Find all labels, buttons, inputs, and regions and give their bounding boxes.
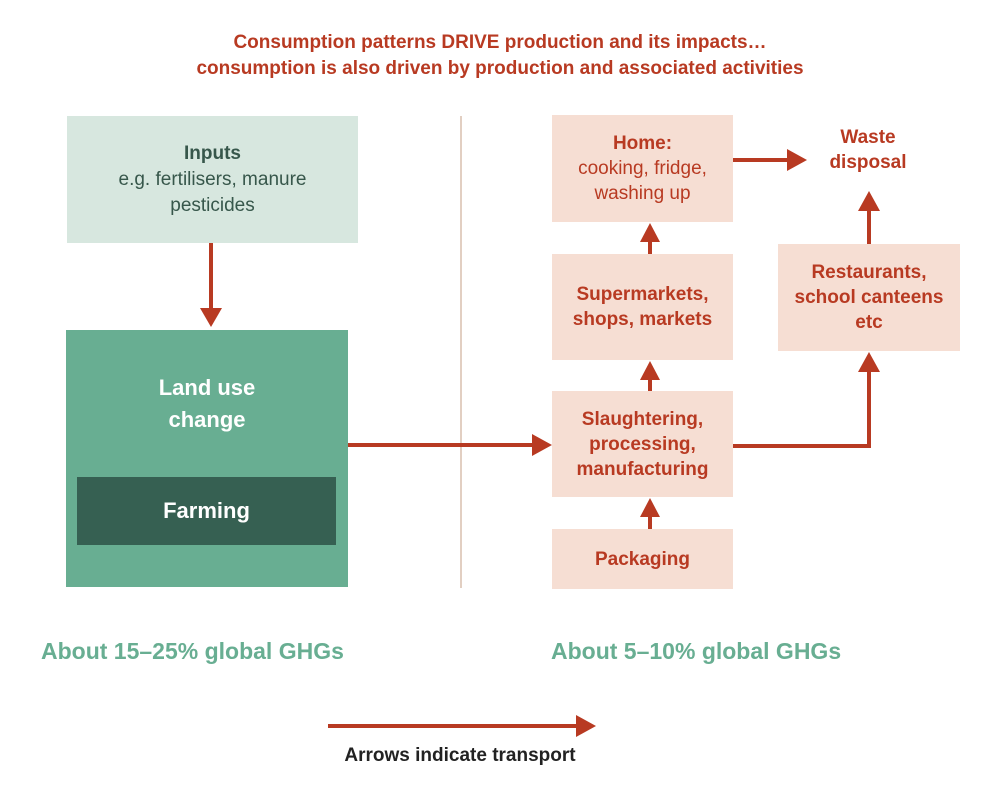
home-line-1: cooking, fridge,: [578, 158, 707, 179]
slaughtering-to-restaurants-arrow: [733, 369, 871, 448]
slaughtering-line-3: manufacturing: [576, 458, 709, 480]
supermarkets-line-2: shops, markets: [572, 309, 713, 330]
arrowhead-land-slaughtering: [532, 434, 552, 456]
farming-label: Farming: [163, 498, 250, 523]
arrowhead-home-waste: [787, 149, 807, 171]
arrowhead-supermarkets-home: [640, 223, 660, 242]
arrowhead-packaging-slaughtering: [640, 498, 660, 517]
supermarkets-box: Supermarkets, shops, markets: [552, 254, 733, 360]
waste-line-2: disposal: [829, 152, 907, 173]
farming-ghg-share: About 15–25% global GHGs: [41, 638, 344, 664]
restaurants-line-1: Restaurants,: [811, 262, 927, 283]
land-use-line-2: change: [168, 407, 246, 432]
arrowhead-slaughtering-supermarkets: [640, 361, 660, 380]
arrowhead-restaurants-waste: [858, 191, 880, 211]
title-line-2: consumption is also driven by production…: [196, 58, 804, 79]
slaughtering-line-1: Slaughtering,: [581, 408, 704, 430]
waste-line-1: Waste: [840, 127, 896, 148]
land-use-label: Land use change: [66, 372, 348, 436]
arrowhead-legend: [576, 715, 596, 737]
restaurants-box: Restaurants, school canteens etc: [778, 244, 960, 351]
supermarkets-line-1: Supermarkets,: [576, 284, 709, 305]
slaughtering-line-2: processing,: [589, 433, 696, 455]
section-divider: [460, 116, 462, 588]
inputs-heading: Inputs: [184, 142, 241, 164]
inputs-line-2: pesticides: [170, 194, 255, 216]
land-use-line-1: Land use: [158, 375, 256, 400]
legend-label: Arrows indicate transport: [344, 745, 576, 766]
waste-disposal-label: Waste disposal: [788, 125, 948, 175]
home-box: Home: cooking, fridge, washing up: [552, 115, 733, 222]
home-line-2: washing up: [594, 183, 691, 204]
farming-box: Farming: [77, 477, 336, 545]
restaurants-line-3: etc: [855, 312, 883, 333]
inputs-line-1: e.g. fertilisers, manure: [118, 168, 307, 190]
inputs-box: Inputs e.g. fertilisers, manure pesticid…: [67, 116, 358, 243]
home-heading: Home:: [612, 133, 673, 154]
packaging-label: Packaging: [594, 548, 691, 570]
arrowhead-inputs-land: [200, 308, 222, 327]
diagram-title: Consumption patterns DRIVE production an…: [0, 30, 1000, 82]
slaughtering-box: Slaughtering, processing, manufacturing: [552, 391, 733, 497]
arrowhead-slaughtering-restaurants: [858, 352, 880, 372]
packaging-box: Packaging: [552, 529, 733, 589]
restaurants-line-2: school canteens: [794, 287, 944, 308]
supply-chain-ghg-share: About 5–10% global GHGs: [551, 638, 842, 664]
title-line-1: Consumption patterns DRIVE production an…: [233, 32, 767, 53]
